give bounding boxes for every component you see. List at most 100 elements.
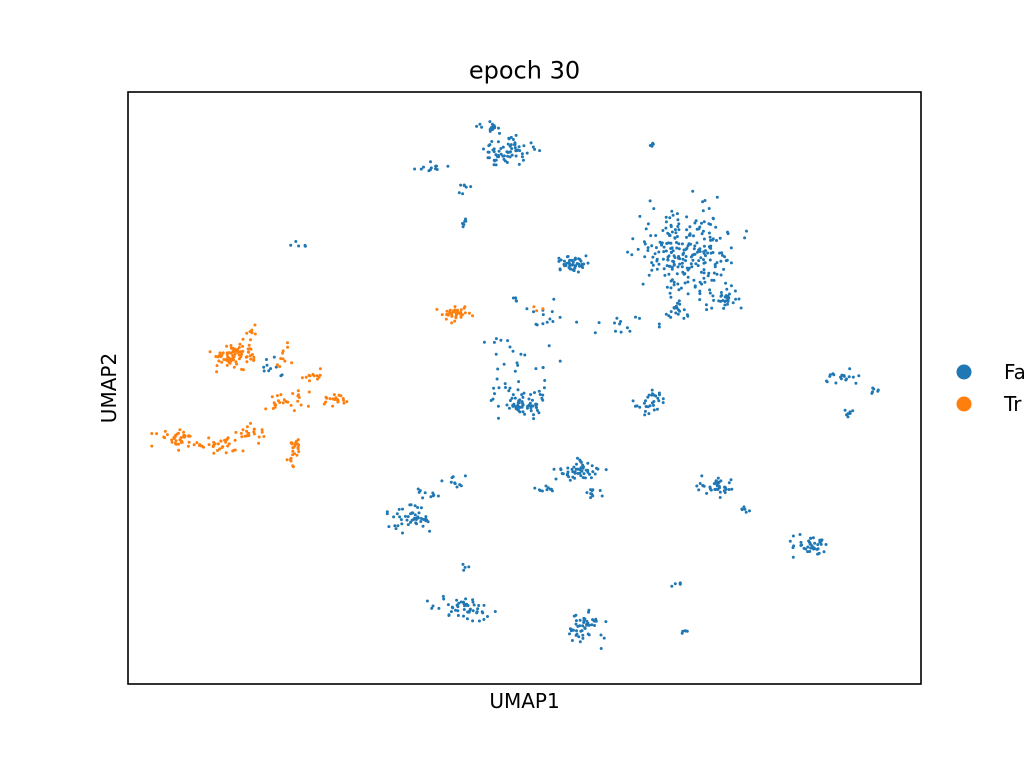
scatter-point	[525, 151, 529, 155]
scatter-point	[551, 320, 555, 323]
scatter-point	[212, 440, 216, 444]
scatter-point	[516, 405, 520, 408]
scatter-point	[237, 346, 241, 349]
scatter-point	[584, 254, 588, 258]
scatter-point	[274, 365, 278, 369]
scatter-point	[491, 397, 495, 401]
scatter-point	[568, 258, 572, 262]
scatter-point	[249, 421, 252, 425]
scatter-point	[664, 312, 668, 316]
scatter-points	[150, 120, 880, 650]
scatter-point	[685, 313, 689, 317]
scatter-point	[619, 330, 623, 334]
scatter-point	[559, 467, 563, 471]
scatter-point	[675, 212, 679, 216]
scatter-point	[511, 349, 515, 353]
scatter-point	[578, 618, 582, 622]
scatter-point	[703, 261, 707, 265]
scatter-point	[657, 325, 661, 329]
scatter-point	[464, 217, 467, 221]
scatter-point	[688, 225, 692, 229]
scatter-point	[572, 614, 576, 618]
scatter-point	[392, 515, 396, 519]
scatter-point	[684, 255, 688, 258]
scatter-point	[507, 389, 511, 393]
scatter-point	[515, 361, 519, 365]
scatter-point	[737, 297, 741, 301]
scatter-point	[453, 305, 457, 309]
scatter-point	[333, 398, 337, 401]
scatter-point	[701, 484, 705, 488]
scatter-point	[716, 476, 720, 480]
scatter-point	[532, 310, 535, 314]
scatter-point	[542, 386, 546, 390]
scatter-point	[492, 386, 496, 390]
scatter-point	[650, 393, 654, 397]
scatter-point	[579, 466, 583, 470]
scatter-point	[281, 401, 285, 405]
scatter-point	[682, 308, 686, 312]
scatter-point	[834, 381, 838, 385]
scatter-point	[819, 542, 823, 546]
scatter-point	[494, 337, 498, 341]
scatter-point	[693, 244, 697, 248]
scatter-point	[742, 505, 746, 509]
scatter-point	[673, 236, 677, 240]
scatter-point	[207, 443, 211, 447]
scatter-point	[187, 434, 191, 438]
scatter-point	[195, 441, 199, 445]
scatter-point	[501, 145, 505, 149]
scatter-point	[708, 258, 712, 262]
scatter-point	[304, 375, 308, 379]
scatter-point	[463, 311, 467, 315]
scatter-point	[689, 262, 693, 266]
scatter-point	[488, 129, 492, 133]
scatter-point	[548, 487, 552, 491]
scatter-point	[708, 291, 712, 295]
scatter-point	[462, 608, 466, 611]
scatter-point	[417, 511, 421, 515]
scatter-point	[650, 261, 654, 265]
scatter-point	[673, 582, 677, 586]
scatter-point	[496, 367, 500, 371]
legend: Fa Tr	[956, 360, 1024, 416]
scatter-point	[711, 216, 715, 220]
scatter-point	[521, 158, 525, 162]
scatter-point	[253, 323, 257, 327]
scatter-point	[172, 437, 176, 440]
scatter-point	[589, 492, 593, 496]
scatter-point	[467, 565, 471, 569]
scatter-point	[703, 199, 707, 202]
scatter-point	[499, 338, 503, 342]
scatter-point	[241, 337, 245, 341]
scatter-point	[584, 468, 588, 472]
scatter-point	[252, 358, 256, 362]
scatter-point	[331, 404, 335, 408]
scatter-point	[719, 259, 723, 263]
scatter-point	[399, 518, 403, 522]
scatter-point	[712, 278, 716, 282]
scatter-point	[743, 507, 747, 511]
scatter-point	[318, 367, 322, 371]
scatter-point	[670, 584, 674, 588]
scatter-point	[512, 402, 516, 406]
scatter-point	[729, 284, 733, 288]
scatter-point	[345, 400, 349, 404]
scatter-point	[723, 491, 727, 495]
scatter-point	[726, 298, 730, 302]
scatter-point	[871, 386, 875, 390]
scatter-point	[583, 476, 587, 480]
scatter-point	[734, 297, 738, 301]
scatter-point	[248, 330, 252, 334]
scatter-point	[657, 391, 661, 395]
scatter-point	[698, 289, 702, 293]
scatter-point	[226, 444, 230, 448]
scatter-point	[677, 242, 681, 246]
scatter-point	[480, 125, 484, 129]
scatter-point	[435, 168, 439, 171]
scatter-point	[578, 264, 581, 268]
scatter-point	[619, 320, 623, 323]
scatter-point	[657, 262, 661, 266]
scatter-point	[733, 289, 737, 293]
scatter-point	[654, 246, 658, 250]
